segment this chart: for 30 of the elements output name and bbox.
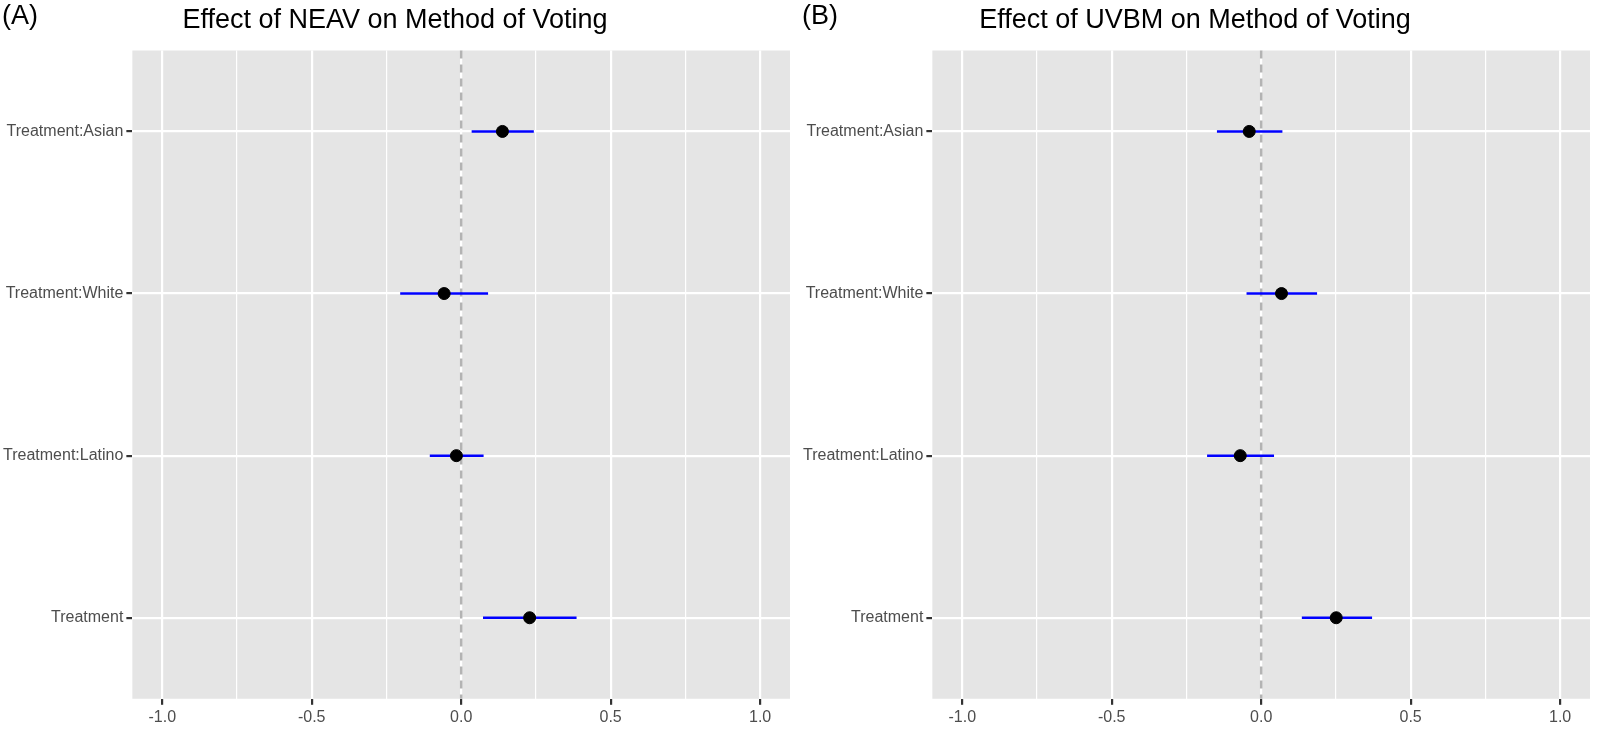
x-tick-label: 0.5: [599, 707, 622, 725]
y-tick-label: Treatment: [851, 608, 924, 626]
point: [1242, 124, 1256, 138]
point: [523, 611, 537, 625]
y-tick-label: Treatment:Asian: [806, 121, 924, 139]
y-tick-label: Treatment:Latino: [3, 446, 124, 464]
text: (A): [2, 0, 38, 31]
y-tick-label: Treatment:Asian: [6, 121, 124, 139]
x-tick-label: -1.0: [948, 707, 977, 725]
point: [495, 124, 509, 138]
chart-title: Effect of UVBM on Method of Voting: [979, 3, 1411, 34]
y-tick-label: Treatment: [51, 608, 124, 626]
y-tick-label: Treatment:Latino: [803, 446, 924, 464]
point: [449, 449, 463, 463]
x-tick-label: -0.5: [297, 707, 326, 725]
x-tick-label: 1.0: [748, 707, 772, 725]
point: [1275, 287, 1289, 301]
point: [437, 287, 451, 301]
x-tick-label: -0.5: [1097, 707, 1126, 725]
x-tick-label: 1.0: [1548, 707, 1572, 725]
y-tick-label: Treatment:White: [805, 283, 924, 301]
text: (B): [802, 0, 838, 31]
point: [1329, 611, 1343, 625]
x-tick-label: 0.5: [1399, 707, 1422, 725]
point: [1233, 449, 1247, 463]
x-tick-label: 0.0: [1250, 707, 1273, 725]
x-tick-label: 0.0: [450, 707, 473, 725]
chart-title: Effect of NEAV on Method of Voting: [182, 3, 608, 34]
y-tick-label: Treatment:White: [5, 283, 124, 301]
x-tick-label: -1.0: [148, 707, 177, 725]
